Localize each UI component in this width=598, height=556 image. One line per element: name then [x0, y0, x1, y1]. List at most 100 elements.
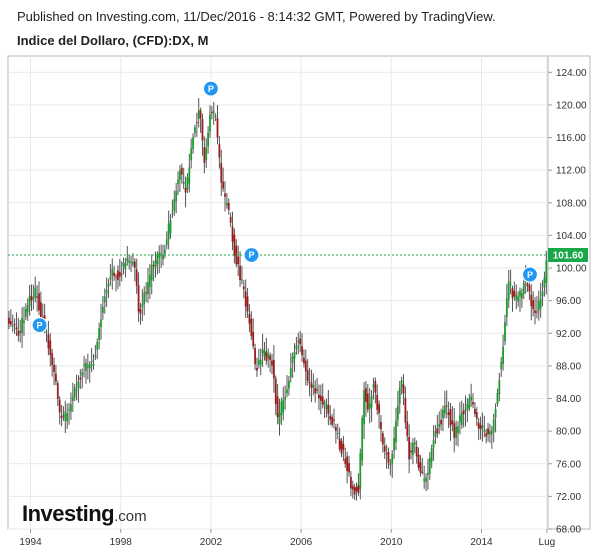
- candle: [295, 336, 298, 355]
- candle: [24, 303, 27, 321]
- candle: [286, 375, 288, 398]
- candle: [101, 296, 104, 320]
- candle: [85, 358, 87, 384]
- candle: [210, 106, 213, 120]
- candle: [158, 245, 161, 274]
- y-tick-label: 76.00: [556, 459, 581, 470]
- plot-frame: [7, 55, 591, 530]
- candle: [118, 259, 121, 287]
- candle: [120, 261, 123, 282]
- candle: [137, 272, 140, 323]
- candle: [212, 101, 215, 125]
- candle: [209, 105, 211, 138]
- candle: [13, 318, 16, 334]
- candle: [406, 410, 409, 442]
- candle: [415, 440, 418, 464]
- candle: [289, 353, 292, 383]
- candle: [115, 273, 117, 292]
- candle: [278, 398, 281, 436]
- candle: [265, 337, 268, 365]
- candle: [447, 401, 450, 429]
- candle: [432, 425, 435, 461]
- logo-suffix: .com: [114, 508, 147, 525]
- candle: [19, 319, 22, 343]
- candle: [64, 400, 67, 434]
- event-marker[interactable]: P: [521, 266, 539, 283]
- candle: [274, 375, 277, 416]
- candle: [169, 214, 172, 239]
- candle: [36, 285, 39, 312]
- candle: [111, 258, 114, 290]
- x-tick-label: Lug: [539, 537, 556, 548]
- candle: [355, 482, 358, 501]
- event-marker[interactable]: P: [243, 246, 260, 264]
- candle: [32, 284, 35, 310]
- candle: [62, 406, 65, 422]
- candle: [351, 480, 354, 499]
- candle: [92, 354, 95, 370]
- candle: [207, 126, 210, 154]
- y-tick-label: 104.00: [556, 231, 587, 242]
- candle: [368, 388, 371, 424]
- candle: [470, 383, 473, 407]
- y-tick-label: 84.00: [556, 394, 581, 405]
- candle: [222, 167, 225, 192]
- candle: [442, 405, 444, 431]
- candle: [152, 260, 155, 282]
- candle: [269, 352, 272, 373]
- candle: [490, 425, 493, 449]
- event-marker-label: P: [208, 84, 214, 94]
- candle: [252, 318, 255, 350]
- candle: [376, 384, 379, 415]
- candle: [175, 183, 178, 214]
- candle: [122, 257, 125, 275]
- candle: [419, 454, 422, 477]
- candle: [53, 357, 55, 386]
- candle: [135, 258, 138, 294]
- candle: [318, 384, 320, 411]
- candle: [417, 447, 420, 471]
- event-marker[interactable]: P: [202, 80, 220, 97]
- x-tick-label: 2006: [290, 537, 313, 548]
- candle: [225, 192, 228, 209]
- candle: [34, 276, 37, 303]
- candle: [310, 369, 313, 403]
- candle: [239, 251, 241, 287]
- candle: [408, 424, 411, 474]
- candle: [344, 447, 347, 468]
- instrument-title: Indice del Dollaro, (CFD):DX, M: [17, 33, 209, 48]
- candle: [487, 422, 489, 442]
- candle: [522, 278, 525, 299]
- candle: [55, 364, 57, 386]
- candle: [363, 382, 365, 440]
- candle: [329, 405, 332, 426]
- candle: [395, 407, 397, 451]
- candle: [126, 246, 129, 266]
- candle: [350, 471, 352, 497]
- y-tick-label: 96.00: [556, 296, 581, 307]
- y-tick-label: 100.00: [556, 264, 587, 275]
- candle: [509, 269, 512, 295]
- candle: [282, 386, 285, 421]
- candle: [79, 369, 82, 390]
- candle: [517, 291, 520, 307]
- event-marker-label: P: [248, 250, 254, 260]
- candle: [203, 136, 206, 174]
- candle: [133, 258, 136, 282]
- candle: [455, 420, 458, 446]
- investing-logo: Investing.com: [22, 501, 147, 527]
- candle: [179, 164, 181, 193]
- candle: [107, 278, 110, 298]
- candle: [47, 321, 50, 356]
- candle: [30, 284, 33, 312]
- candle: [460, 400, 463, 429]
- candle: [81, 368, 84, 389]
- candle: [165, 231, 168, 250]
- event-marker[interactable]: P: [31, 317, 48, 334]
- candle: [150, 254, 153, 295]
- candle: [385, 444, 388, 469]
- candle: [438, 411, 441, 435]
- candle: [299, 330, 302, 353]
- candle: [453, 407, 456, 453]
